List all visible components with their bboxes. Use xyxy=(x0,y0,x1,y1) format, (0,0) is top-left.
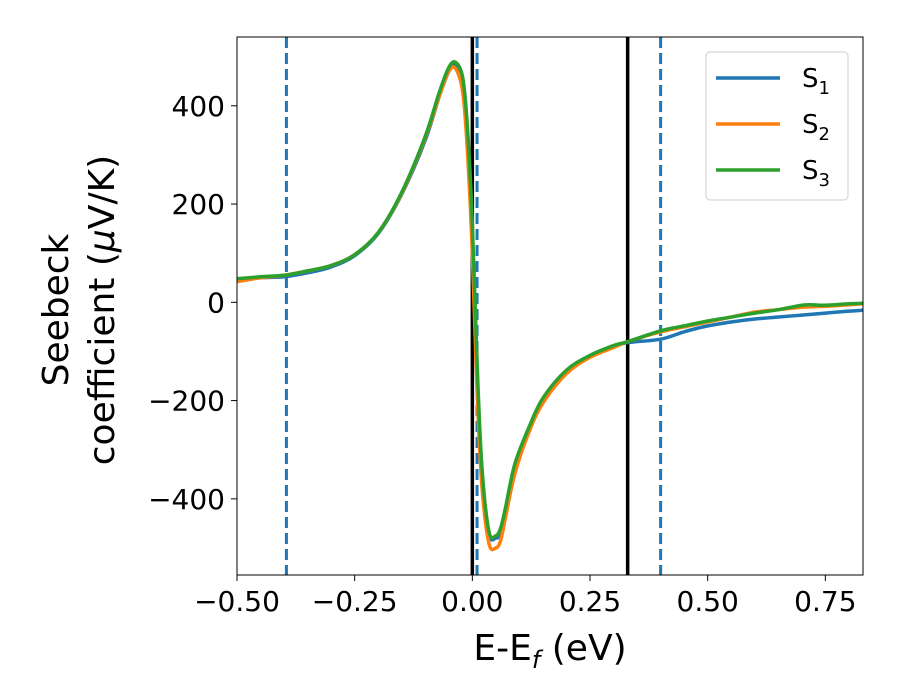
vertical-reference-lines xyxy=(284,37,663,575)
y-tick-label: 0 xyxy=(207,286,225,319)
x-tick-label: 0.25 xyxy=(559,585,621,618)
x-tick-label: −0.50 xyxy=(194,585,280,618)
y-tick-label: −200 xyxy=(148,385,225,418)
y-tick-label: 400 xyxy=(172,90,225,123)
plot-frame xyxy=(236,36,864,576)
legend: S1 S2 S3 xyxy=(705,51,849,201)
y-tick-label: 200 xyxy=(172,188,225,221)
y-axis-label-line2-a: coefficient ( xyxy=(82,252,123,465)
x-tick-label: 0.75 xyxy=(794,585,856,618)
legend-label-s2: S2 xyxy=(802,110,830,145)
legend-label-s3: S3 xyxy=(802,156,830,191)
y-axis-label-line2: coefficient (μV/K) xyxy=(82,155,123,465)
x-axis-label-tail: (eV) xyxy=(540,628,626,669)
x-axis-label-main: E-E xyxy=(473,628,531,669)
series-line-s3 xyxy=(237,60,863,540)
x-axis-label: E-Ef (eV) xyxy=(473,628,626,674)
y-axis-label-line1: Seebeck xyxy=(36,233,77,386)
y-axis-label-line2-b: V/K) xyxy=(82,155,123,229)
legend-label-s1: S1 xyxy=(802,64,830,99)
y-axis-label-mu: μ xyxy=(82,229,123,253)
y-tick-label: −400 xyxy=(148,483,225,516)
y-axis-ticks: −400 −200 0 200 400 xyxy=(148,90,237,516)
legend-box xyxy=(705,51,849,201)
x-tick-label: 0.00 xyxy=(441,585,503,618)
x-tick-label: −0.25 xyxy=(312,585,398,618)
x-axis-ticks: −0.50 −0.25 0.00 0.25 0.50 0.75 xyxy=(194,575,857,618)
series-lines xyxy=(237,60,863,552)
x-tick-label: 0.50 xyxy=(677,585,739,618)
